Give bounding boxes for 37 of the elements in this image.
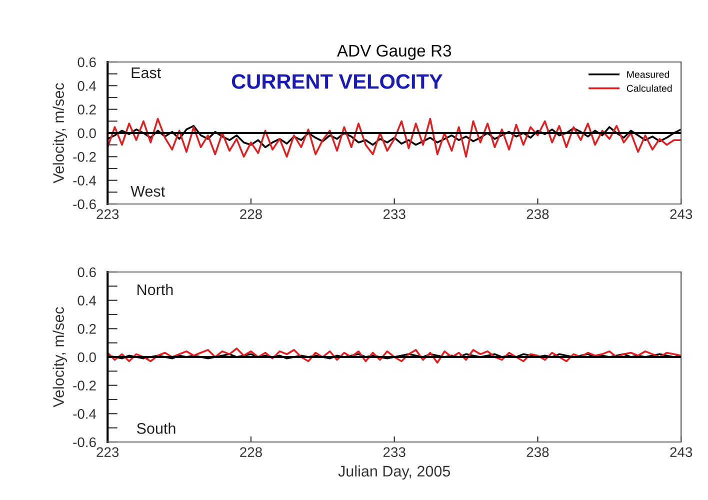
x-tick-label: 238 xyxy=(526,209,549,220)
y-tick-label: -0.2 xyxy=(73,380,96,391)
x-tick-label: 223 xyxy=(96,447,119,458)
y-tick-label: -0.4 xyxy=(73,409,96,419)
x-tick-label: 238 xyxy=(526,447,549,458)
annotation: East xyxy=(132,68,162,78)
chart-title: ADV Gauge R3 xyxy=(336,44,452,60)
y-tick-label: 0.0 xyxy=(78,352,96,362)
annotation: North xyxy=(138,284,173,296)
line-series xyxy=(108,118,682,158)
y-tick-label: -0.6 xyxy=(73,199,96,210)
y-axis-title: Velocity, m/sec xyxy=(52,83,68,184)
y-tick-label: 0.2 xyxy=(78,104,96,115)
x-tick-label: 243 xyxy=(670,447,692,458)
x-tick-label: 228 xyxy=(240,447,262,458)
legend-label: Calculated xyxy=(626,84,672,92)
y-tick-label: 0.6 xyxy=(78,57,96,68)
annotation: CURRENT VELOCITY xyxy=(232,74,443,89)
line-series xyxy=(108,348,682,364)
y-tick-label: 0.6 xyxy=(78,267,96,278)
y-tick-label: -0.4 xyxy=(73,176,96,186)
annotation: South xyxy=(136,422,176,434)
annotation: West xyxy=(130,186,165,197)
x-tick-label: 243 xyxy=(670,209,692,220)
x-tick-label: 233 xyxy=(383,209,406,220)
x-axis-title: Julian Day, 2005 xyxy=(338,465,450,480)
y-tick-label: 0.0 xyxy=(78,128,96,138)
x-tick-label: 228 xyxy=(240,209,262,220)
y-tick-label: -0.2 xyxy=(73,152,96,162)
x-tick-label: 223 xyxy=(96,209,119,220)
y-tick-label: 0.4 xyxy=(78,296,96,306)
y-tick-label: 0.4 xyxy=(78,81,96,91)
x-tick-label: 233 xyxy=(383,447,406,458)
y-tick-label: 0.2 xyxy=(78,324,96,334)
y-axis-title: Velocity, m/sec xyxy=(52,307,68,408)
legend-label: Measured xyxy=(627,70,670,78)
y-tick-label: -0.6 xyxy=(73,437,96,448)
